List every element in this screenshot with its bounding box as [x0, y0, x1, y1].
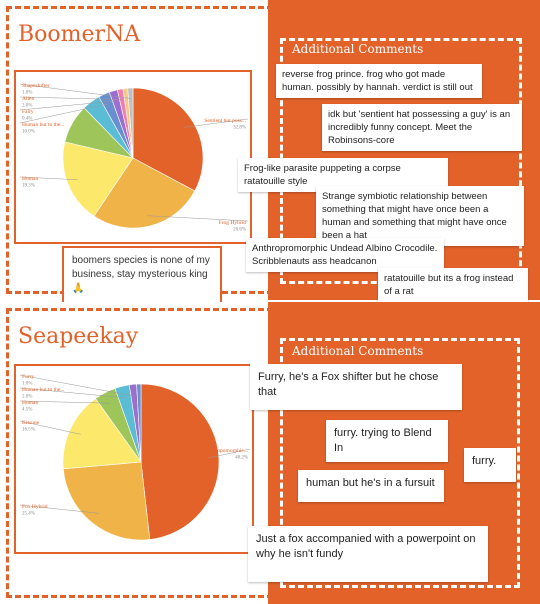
pie-chart: Shapeshifter 1.0%Alien 2.0%Fairy 0.4%Human …	[19, 82, 249, 233]
pie-chart-box: Shapeshifter 1.0% Alien 2.0% Fairy 0.4% Human …	[14, 70, 252, 244]
label-leader	[19, 96, 123, 100]
comment-card: Anthropromorphic Undead Albino Crocodile…	[246, 238, 444, 272]
label-leader	[147, 215, 249, 222]
slice-percent: 25.4%	[22, 512, 35, 517]
comment-card: Strange symbiotic relationship between s…	[316, 186, 524, 246]
pie-slice	[93, 157, 196, 229]
comment-card: Just a fox accompanied with a powerpoint…	[248, 526, 488, 582]
slice-percent: 48.2%	[235, 456, 248, 461]
comment-card: human but he's in a fursuit	[298, 470, 444, 502]
slice-label: Alien	[22, 96, 34, 102]
slice-percent: 4.5%	[22, 408, 32, 413]
label-leader	[19, 100, 117, 111]
label-leader	[19, 374, 135, 397]
slice-percent: 16.5%	[22, 428, 35, 433]
slice-label: Human but to the...	[22, 387, 65, 393]
comment-card: furry. trying to Blend In	[326, 420, 448, 462]
label-leader	[19, 387, 125, 398]
label-leader	[19, 504, 100, 514]
panel-title: Seapeekay	[18, 324, 139, 349]
slice-percent: 1.0%	[22, 91, 32, 96]
slice-label: Frog Hybrid	[219, 220, 247, 226]
slice-label: Fox Hybrid	[22, 504, 48, 510]
slice-percent: 10.0%	[22, 130, 35, 135]
slice-percent: 0.4%	[22, 117, 32, 122]
slice-label: Shapeshifter	[22, 82, 50, 89]
slice-percent: 2.0%	[22, 395, 32, 400]
label-leader	[19, 103, 109, 124]
pie-chart: Furry 1.0%Human but to the... 2.0%Human 4.5…	[19, 374, 251, 541]
label-leader	[19, 400, 111, 404]
panel-boomerna: BoomerNA Shapeshifter 1.0% Alien 2.0% Fairy 0…	[0, 0, 540, 304]
slice-label: Human but to the...	[22, 122, 65, 128]
pie-slice	[140, 383, 220, 540]
slice-percent: 19.3%	[22, 184, 35, 189]
pie-slice	[62, 461, 151, 541]
slice-percent: 32.8%	[233, 126, 246, 131]
label-leader	[19, 420, 81, 435]
label-leader	[19, 176, 78, 180]
slice-label: Fairy	[22, 109, 34, 115]
chart-caption: boomers species is none of my business, …	[62, 246, 222, 304]
panel-title: BoomerNA	[18, 22, 141, 47]
slice-label: Sentient but poss...	[204, 118, 246, 124]
slice-label: Human	[22, 176, 38, 182]
slice-label: Human	[22, 400, 38, 406]
comments-heading: Additional Comments	[292, 42, 424, 56]
pie-slice	[132, 87, 204, 192]
slice-percent: 26.6%	[233, 228, 246, 233]
pie-slice	[127, 87, 134, 159]
pie-slice	[62, 398, 142, 470]
slice-label: Kitsune	[22, 420, 40, 426]
comment-card: ratatouille but its a frog instead of a …	[378, 268, 528, 302]
comment-card: furry.	[464, 448, 516, 482]
slice-percent: 2.0%	[22, 104, 32, 109]
pie-slice	[136, 383, 142, 463]
comment-card: idk but 'sentient hat possessing a guy' …	[322, 104, 522, 151]
slice-percent: 1.0%	[22, 382, 32, 387]
comments-heading: Additional Comments	[292, 344, 424, 358]
panel-seapeekay: Seapeekay Furry 1.0% Human but to the... 2.…	[0, 302, 540, 604]
comment-card: reverse frog prince. frog who got made h…	[276, 64, 482, 98]
slice-label: Anthropomorphic...	[204, 448, 248, 454]
label-leader	[183, 118, 249, 128]
label-leader	[207, 448, 251, 459]
pie-chart-box: Furry 1.0% Human but to the... 2.0% Human 4.5…	[14, 364, 254, 554]
pie-slice	[62, 141, 134, 217]
slice-label: Furry	[22, 374, 34, 380]
label-leader	[19, 83, 131, 99]
comment-card: Furry, he's a Fox shifter but he chose t…	[250, 364, 462, 410]
